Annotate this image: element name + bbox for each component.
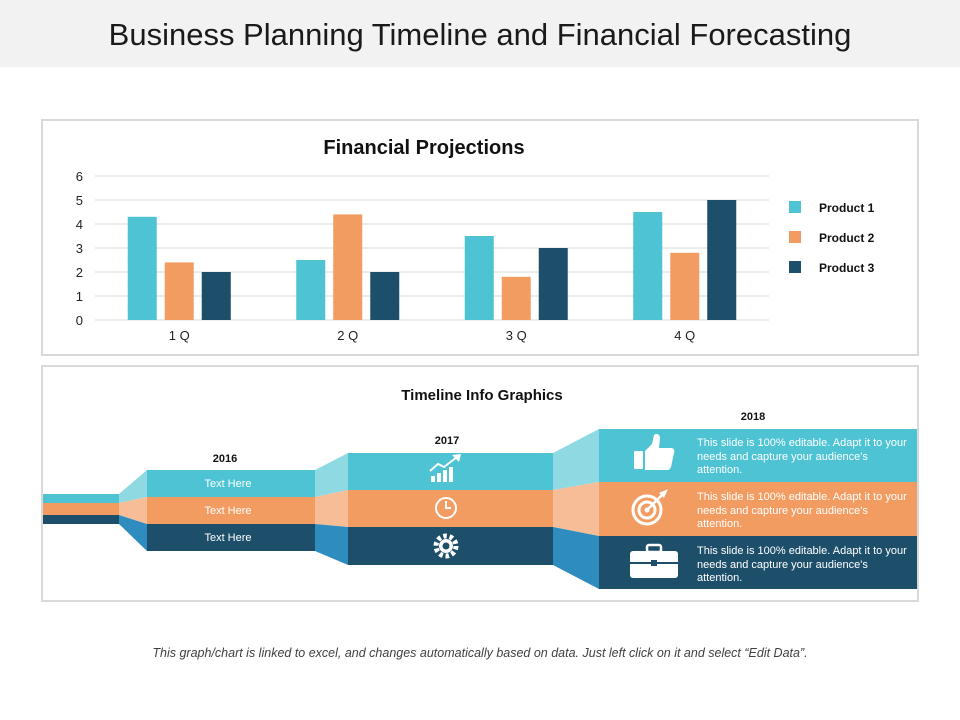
text-here-label-1: Text Here (204, 478, 251, 490)
timeline-panel: Timeline Info Graphics 2016 2017 2018 Te… (41, 365, 919, 602)
x-tick-label: 2 Q (337, 328, 358, 343)
block-2018-row2 (599, 482, 917, 536)
bar-product-2-3q (501, 276, 531, 320)
description-2018-row1: This slide is 100% editable. Adapt it to… (697, 437, 907, 476)
x-tick-label: 1 Q (169, 328, 190, 343)
connector-2-top (315, 453, 348, 497)
gear-icon (433, 533, 459, 559)
bar-product-2-1q (164, 262, 194, 320)
bar-product-1-3q (464, 236, 494, 320)
y-tick-label: 6 (76, 169, 83, 184)
y-tick-label: 0 (76, 313, 83, 328)
bar-product-1-1q (127, 216, 157, 320)
x-tick-label: 3 Q (506, 328, 527, 343)
title-bar: Business Planning Timeline and Financial… (0, 0, 960, 67)
connector-3-middle (553, 482, 599, 536)
chart-panel: Financial Projections 0 1 2 3 4 5 6 1 Q 2 Q 3 Q 4 Q… (41, 119, 919, 356)
y-tick-label: 2 (76, 265, 83, 280)
bar-product-1-2q (296, 260, 326, 320)
connector-1-bottom (119, 515, 147, 551)
legend-swatch-3 (789, 261, 801, 273)
description-2018-row3: This slide is 100% editable. Adapt it to… (697, 545, 907, 584)
briefcase-icon (630, 543, 678, 578)
connector-3-top (553, 429, 599, 490)
ribbon-stub-product3 (43, 515, 119, 524)
bar-product-1-4q (633, 212, 663, 320)
bar-product-3-3q (538, 248, 568, 320)
bar-product-3-2q (370, 272, 400, 320)
connector-3-bottom (553, 527, 599, 589)
bar-product-2-4q (670, 252, 700, 320)
y-tick-label: 1 (76, 289, 83, 304)
y-tick-label: 3 (76, 241, 83, 256)
timeline-title: Timeline Info Graphics (401, 387, 562, 404)
chart-title: Financial Projections (323, 137, 524, 159)
connector-2-bottom (315, 524, 348, 565)
connector-2-middle (315, 490, 348, 527)
block-2016-row3 (147, 524, 315, 551)
growth-chart-icon (429, 454, 461, 482)
connector-1-top (119, 470, 147, 503)
legend-label-3: Product 3 (819, 261, 875, 275)
legend-swatch-1 (789, 201, 801, 213)
ribbon-stub-product2 (43, 503, 119, 515)
y-tick-label: 5 (76, 193, 83, 208)
year-label-2016: 2016 (213, 453, 237, 465)
timeline-graphic: Timeline Info Graphics 2016 2017 2018 Te… (43, 387, 917, 589)
text-here-label-3: Text Here (204, 532, 251, 544)
page-title: Business Planning Timeline and Financial… (108, 17, 852, 52)
bar-chart: Financial Projections 0 1 2 3 4 5 6 1 Q 2 Q 3 Q 4 Q… (76, 137, 875, 343)
bar-product-2-2q (333, 214, 363, 320)
block-2016-row1 (147, 470, 315, 497)
description-2018-row2: This slide is 100% editable. Adapt it to… (697, 491, 907, 530)
legend-label-1: Product 1 (819, 201, 875, 215)
block-2016-row2 (147, 497, 315, 524)
bar-product-3-4q (707, 200, 737, 320)
bar-product-3-1q (201, 272, 231, 320)
thumbs-up-icon (634, 434, 675, 470)
ribbon-stub-product1 (43, 494, 119, 503)
year-label-2017: 2017 (435, 435, 459, 447)
y-tick-label: 4 (76, 217, 83, 232)
text-here-label-2: Text Here (204, 505, 251, 517)
clock-icon (435, 497, 457, 519)
target-icon (631, 489, 668, 526)
legend-label-2: Product 2 (819, 231, 875, 245)
footer-note: This graph/chart is linked to excel, and… (152, 646, 808, 660)
year-label-2018: 2018 (741, 411, 765, 423)
x-tick-label: 4 Q (674, 328, 695, 343)
legend-swatch-2 (789, 231, 801, 243)
